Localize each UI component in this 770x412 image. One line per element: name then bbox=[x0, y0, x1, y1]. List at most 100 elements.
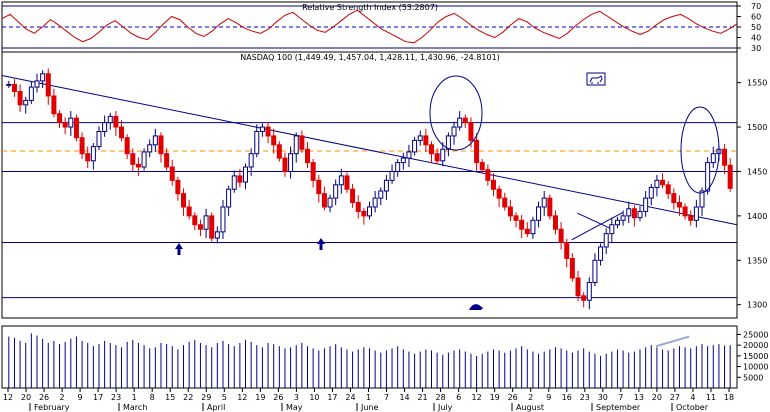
x-day-label: 11 bbox=[706, 393, 716, 402]
price-candle-body bbox=[310, 162, 316, 181]
price-candle-body bbox=[73, 117, 79, 139]
price-candle-body bbox=[226, 188, 232, 208]
x-month-label: April bbox=[207, 403, 225, 412]
x-day-label: 24 bbox=[345, 393, 355, 402]
bull-icon bbox=[586, 72, 606, 86]
price-candle-body bbox=[57, 113, 63, 124]
x-day-label: 28 bbox=[436, 393, 446, 402]
x-day-label: 12 bbox=[3, 393, 13, 402]
highlight-circle bbox=[429, 75, 483, 151]
price-candle-body bbox=[378, 190, 384, 199]
price-candle-body bbox=[468, 122, 474, 141]
x-day-label: 20 bbox=[21, 393, 31, 402]
x-month-label: February bbox=[34, 403, 70, 412]
bear-icon-shape bbox=[469, 304, 483, 310]
price-tick-label: 1400 bbox=[747, 212, 767, 221]
volume-tick-label: 25000 bbox=[743, 330, 768, 339]
price-candle-body bbox=[406, 151, 412, 159]
price-candle-body bbox=[552, 215, 558, 230]
price-candle-body bbox=[181, 193, 187, 208]
x-day-label: 3 bbox=[294, 393, 299, 402]
price-candle-body bbox=[259, 126, 265, 132]
price-tick-label: 1350 bbox=[747, 256, 767, 265]
price-candle-body bbox=[643, 197, 649, 212]
x-day-label: 7 bbox=[384, 393, 389, 402]
price-candle-body bbox=[214, 231, 220, 239]
x-day-label: 26 bbox=[508, 393, 518, 402]
price-candle-body bbox=[355, 202, 361, 212]
bull-icon-frame bbox=[586, 72, 606, 86]
price-candle-body bbox=[648, 186, 654, 199]
price-candle-body bbox=[660, 179, 666, 186]
price-trendline bbox=[1, 75, 738, 226]
price-candle-body bbox=[333, 184, 339, 199]
price-candle-body bbox=[203, 215, 209, 230]
price-candle-body bbox=[68, 117, 74, 128]
price-candle-body bbox=[271, 135, 277, 146]
up-arrow-icon bbox=[175, 243, 183, 249]
price-candle-body bbox=[96, 130, 102, 148]
x-day-label: 7 bbox=[618, 393, 623, 402]
price-candle-body bbox=[581, 295, 587, 301]
price-candle-body bbox=[682, 206, 688, 217]
price-candle-body bbox=[192, 215, 198, 226]
price-panel-frame bbox=[1, 51, 738, 319]
x-day-label: 9 bbox=[546, 393, 551, 402]
x-day-label: 30 bbox=[598, 393, 608, 402]
price-candle-body bbox=[451, 126, 457, 137]
price-candle-body bbox=[164, 153, 170, 168]
x-day-label: 17 bbox=[93, 393, 103, 402]
x-day-label: 1 bbox=[366, 393, 371, 402]
price-candle-body bbox=[51, 95, 57, 115]
price-candle-body bbox=[699, 190, 705, 208]
x-day-label: 18 bbox=[724, 393, 734, 402]
price-candle-body bbox=[158, 135, 164, 155]
x-day-label: 19 bbox=[255, 393, 265, 402]
rsi-line bbox=[1, 9, 738, 44]
price-candle-body bbox=[536, 206, 542, 221]
price-candle-body bbox=[693, 206, 699, 221]
price-candle-body bbox=[316, 179, 322, 195]
price-candle-body bbox=[34, 80, 40, 88]
x-day-label: 26 bbox=[39, 393, 49, 402]
price-trendline bbox=[577, 212, 613, 230]
volume-tick-label: 20000 bbox=[743, 341, 768, 350]
up-arrow-icon bbox=[177, 249, 181, 255]
x-month-label: May bbox=[286, 403, 303, 412]
x-day-label: 20 bbox=[652, 393, 662, 402]
price-candle-body bbox=[135, 163, 141, 168]
price-candle-body bbox=[513, 215, 519, 221]
price-candle-body bbox=[90, 146, 96, 162]
price-candle-body bbox=[490, 179, 496, 190]
rsi-title: Relative Strength Index (53.2807) bbox=[302, 3, 438, 12]
price-candle-body bbox=[367, 206, 372, 217]
price-candle-body bbox=[688, 215, 694, 221]
volume-trendline bbox=[655, 335, 690, 348]
bear-icon bbox=[469, 304, 483, 310]
price-candle-body bbox=[457, 117, 463, 128]
price-candle-body bbox=[276, 144, 282, 159]
x-day-label: 2 bbox=[528, 393, 533, 402]
rsi-tick-label: 70 bbox=[751, 2, 761, 11]
price-candle-body bbox=[502, 197, 508, 208]
price-candle-body bbox=[327, 197, 333, 208]
x-month-label: September bbox=[596, 403, 641, 412]
price-title: NASDAQ 100 (1,449.49, 1,457.04, 1,428.11… bbox=[240, 53, 500, 62]
price-candle-body bbox=[372, 197, 378, 208]
price-candle-body bbox=[541, 197, 547, 208]
x-day-label: 1 bbox=[132, 393, 137, 402]
price-candle-body bbox=[79, 137, 85, 155]
price-candle-body bbox=[130, 153, 136, 165]
price-candle-body bbox=[626, 208, 632, 217]
price-candle-body bbox=[575, 277, 581, 297]
price-candle-body bbox=[631, 208, 637, 219]
price-candle-body bbox=[350, 188, 356, 204]
price-candle-body bbox=[558, 228, 564, 244]
up-arrow-icon bbox=[319, 244, 323, 250]
price-candle-body bbox=[248, 153, 254, 168]
x-month-label: July bbox=[437, 403, 453, 412]
price-candle-body bbox=[547, 197, 553, 217]
price-candle-body bbox=[124, 137, 130, 155]
price-candle-body bbox=[400, 157, 406, 164]
price-candle-body bbox=[395, 162, 401, 172]
